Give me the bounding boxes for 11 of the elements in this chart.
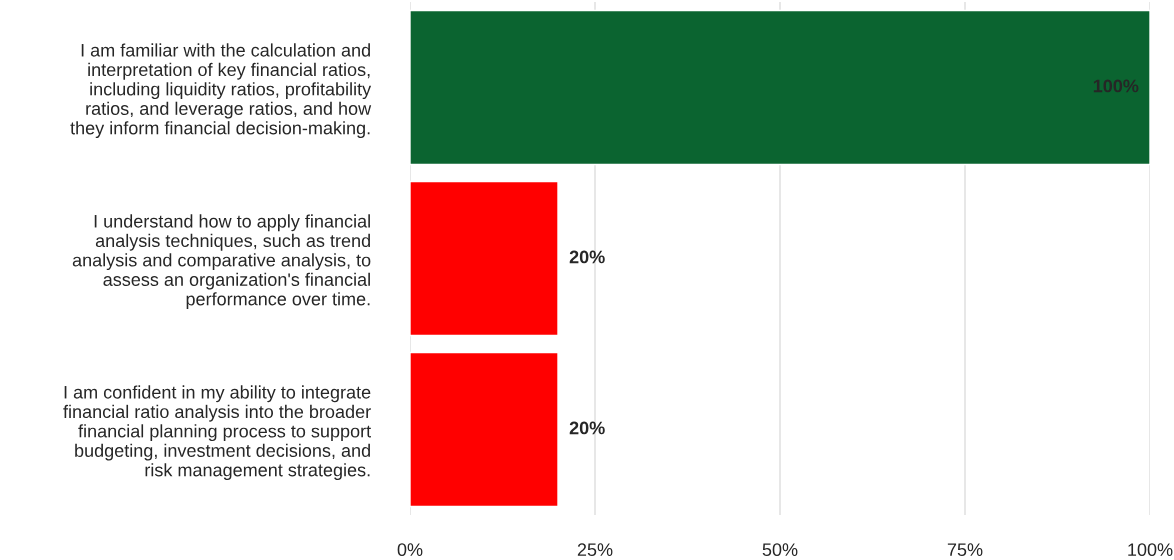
x-tick-label: 25% — [577, 543, 613, 557]
data-label: 20% — [569, 421, 605, 435]
x-tick-label: 100% — [1128, 543, 1173, 557]
y-tick-label: I am confident in my ability to integrate financial ratio analysis into the broader financial planning process to support budgeting, investment decisions, and risk management strategies. — [63, 385, 371, 480]
data-label: 100% — [1093, 79, 1139, 93]
y-tick-label: I understand how to apply financial analysis techniques, such as trend analysis and comparative analysis, to assess an organization's financial performance over time. — [72, 214, 371, 309]
x-tick-label: 75% — [947, 543, 983, 557]
data-label: 20% — [569, 250, 605, 264]
x-tick-label: 0% — [397, 543, 423, 557]
y-tick-label: I am familiar with the calculation and interpretation of key financial ratios, including liquidity ratios, profitability ratios, and leverage ratios, and how they inform financial decision-making. — [70, 43, 372, 138]
x-tick-label: 50% — [762, 543, 798, 557]
